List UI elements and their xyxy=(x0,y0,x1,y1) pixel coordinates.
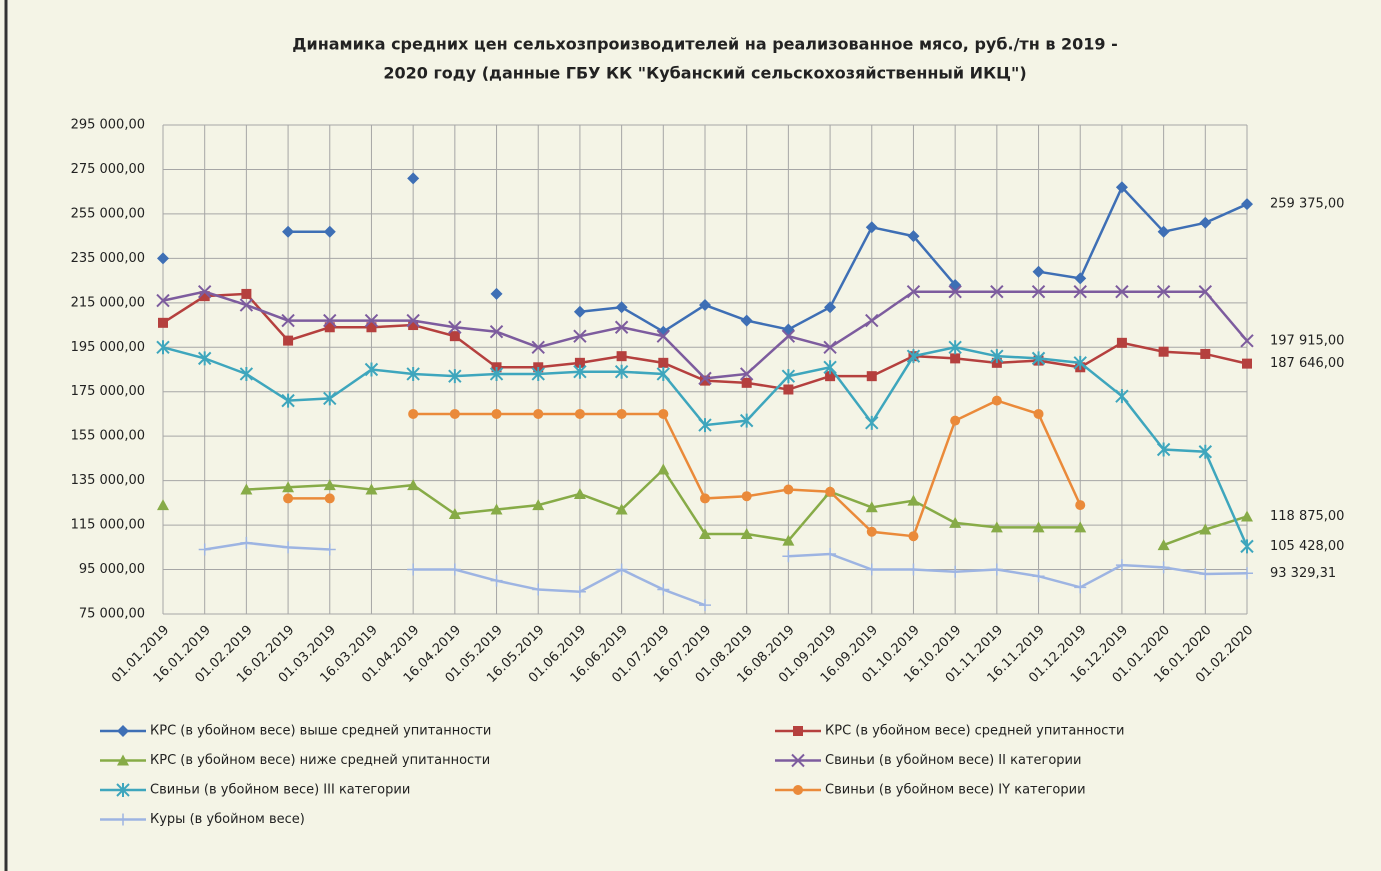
legend-label: Куры (в убойном весе) xyxy=(150,812,305,827)
y-tick-label: 75 000,00 xyxy=(79,607,145,622)
marker xyxy=(325,493,335,503)
y-tick-label: 275 000,00 xyxy=(71,162,145,177)
marker xyxy=(658,409,668,419)
marker xyxy=(992,396,1002,406)
marker xyxy=(950,416,960,426)
marker xyxy=(908,531,918,541)
marker xyxy=(1200,349,1210,359)
y-tick-label: 175 000,00 xyxy=(71,384,145,399)
marker xyxy=(950,353,960,363)
marker xyxy=(450,331,460,341)
y-tick-label: 195 000,00 xyxy=(71,340,145,355)
marker xyxy=(241,289,251,299)
marker xyxy=(450,409,460,419)
marker xyxy=(1034,409,1044,419)
marker xyxy=(283,336,293,346)
marker xyxy=(742,491,752,501)
y-tick-label: 255 000,00 xyxy=(71,206,145,221)
y-tick-label: 95 000,00 xyxy=(79,562,145,577)
value-label: 259 375,00 xyxy=(1270,197,1344,212)
marker xyxy=(575,409,585,419)
marker xyxy=(793,726,803,736)
value-label: 118 875,00 xyxy=(1270,509,1344,524)
marker xyxy=(617,409,627,419)
value-label: 197 915,00 xyxy=(1270,333,1344,348)
marker xyxy=(742,378,752,388)
marker xyxy=(1075,500,1085,510)
screenshot: Динамика средних цен сельхозпроизводител… xyxy=(0,0,1381,871)
marker xyxy=(825,487,835,497)
marker xyxy=(617,351,627,361)
marker xyxy=(533,409,543,419)
marker xyxy=(492,409,502,419)
marker xyxy=(793,785,803,795)
legend-label: Свиньи (в убойном весе) IY категории xyxy=(825,783,1086,798)
marker xyxy=(408,409,418,419)
marker xyxy=(283,493,293,503)
y-tick-label: 215 000,00 xyxy=(71,295,145,310)
y-tick-label: 295 000,00 xyxy=(71,118,145,133)
marker xyxy=(658,358,668,368)
chart: Динамика средних цен сельхозпроизводител… xyxy=(0,0,1381,871)
y-tick-label: 135 000,00 xyxy=(71,473,145,488)
marker xyxy=(867,527,877,537)
chart-background xyxy=(0,0,1381,871)
marker xyxy=(783,385,793,395)
legend-label: КРС (в убойном весе) средней упитанности xyxy=(825,724,1124,739)
marker xyxy=(1117,338,1127,348)
marker xyxy=(783,485,793,495)
marker xyxy=(1242,359,1252,369)
chart-title: 2020 году (данные ГБУ КК "Кубанский сель… xyxy=(383,64,1026,83)
value-label: 105 428,00 xyxy=(1270,539,1344,554)
legend-label: КРС (в убойном весе) выше средней упитан… xyxy=(150,724,491,739)
value-label: 187 646,00 xyxy=(1270,356,1344,371)
marker xyxy=(158,318,168,328)
chart-title: Динамика средних цен сельхозпроизводител… xyxy=(292,35,1118,54)
y-tick-label: 115 000,00 xyxy=(71,518,145,533)
y-tick-label: 155 000,00 xyxy=(71,429,145,444)
legend-label: Свиньи (в убойном весе) III категории xyxy=(150,783,410,798)
value-label: 93 329,31 xyxy=(1270,566,1336,581)
legend-label: КРС (в убойном весе) ниже средней упитан… xyxy=(150,753,490,768)
marker xyxy=(867,371,877,381)
marker xyxy=(1159,347,1169,357)
legend-label: Свиньи (в убойном весе) II категории xyxy=(825,753,1081,768)
y-tick-label: 235 000,00 xyxy=(71,251,145,266)
marker xyxy=(700,493,710,503)
